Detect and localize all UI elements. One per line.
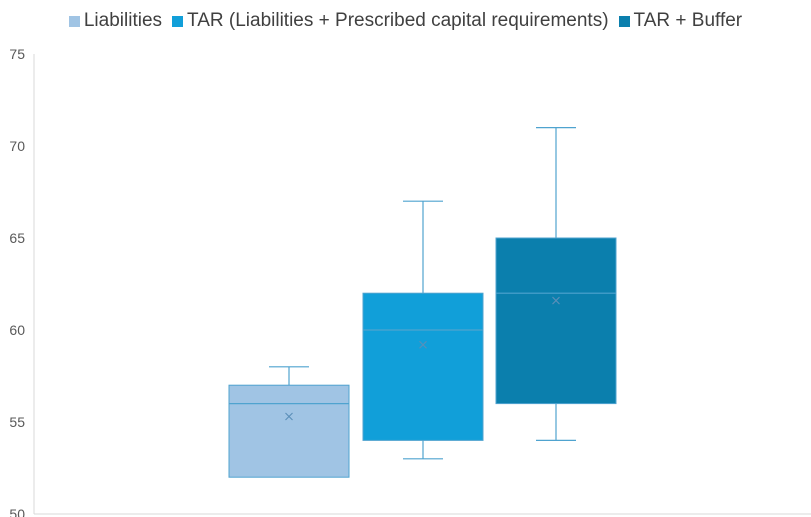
y-tick-label: 55 (9, 414, 25, 430)
series-2-box (362, 292, 484, 441)
series-3-box (495, 237, 617, 405)
chart-legend: Liabilities TAR (Liabilities + Prescribe… (0, 10, 811, 32)
series-1-box (228, 384, 350, 478)
series-1-mean-marker (285, 412, 293, 421)
legend-swatch-tar-buffer (618, 15, 630, 27)
y-tick-label: 50 (9, 506, 25, 517)
series-3-mean-marker (552, 296, 560, 305)
legend-swatch-tar (172, 15, 184, 27)
y-tick-label: 60 (9, 322, 25, 338)
legend-item-tar-buffer: TAR + Buffer (618, 10, 743, 32)
legend-label-tar-buffer: TAR + Buffer (633, 10, 743, 31)
series-2-mean-marker (419, 340, 427, 349)
y-tick-label: 70 (9, 138, 25, 154)
legend-swatch-liabilities (68, 15, 80, 27)
legend-item-liabilities: Liabilities (68, 10, 163, 32)
legend-label-liabilities: Liabilities (83, 10, 163, 31)
legend-label-tar: TAR (Liabilities + Prescribed capital re… (187, 10, 609, 31)
legend-item-tar: TAR (Liabilities + Prescribed capital re… (172, 10, 609, 32)
y-tick-label: 65 (9, 230, 25, 246)
y-tick-label: 75 (9, 46, 25, 62)
